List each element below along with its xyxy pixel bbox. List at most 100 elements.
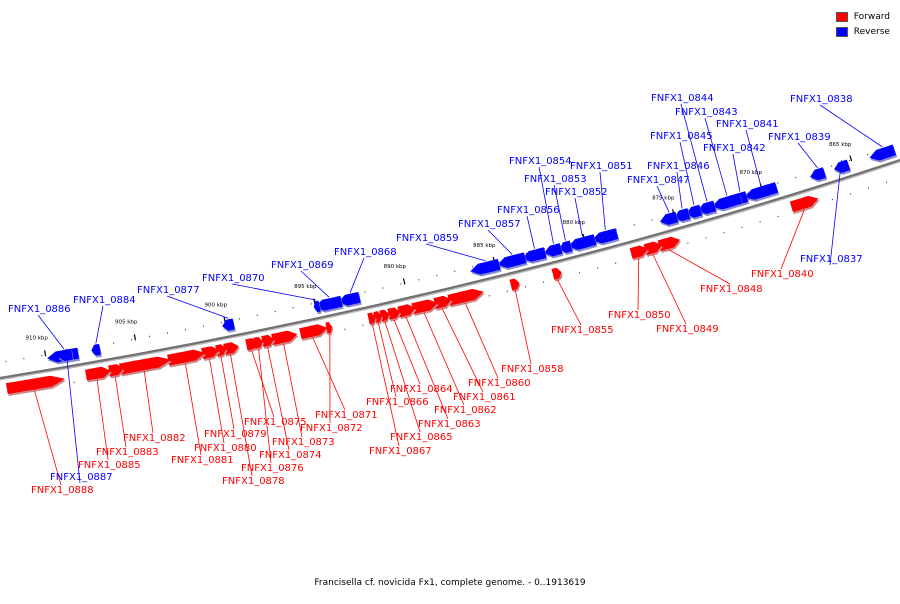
gene-fnfx1_0837[interactable] bbox=[834, 160, 851, 175]
minor-tick bbox=[436, 275, 437, 276]
gene-label[interactable]: FNFX1_0853 bbox=[524, 174, 587, 185]
minor-tick bbox=[293, 307, 294, 308]
gene-label[interactable]: FNFX1_0845 bbox=[650, 131, 713, 142]
gene-arrow[interactable] bbox=[85, 367, 111, 381]
gene-label[interactable]: FNFX1_0852 bbox=[545, 187, 608, 198]
gene-label[interactable]: FNFX1_0837 bbox=[800, 254, 863, 265]
minor-tick bbox=[74, 382, 75, 383]
gene-label[interactable]: FNFX1_0858 bbox=[501, 364, 564, 375]
gene-label[interactable]: FNFX1_0878 bbox=[222, 476, 285, 487]
gene-fnfx1_0843[interactable] bbox=[712, 193, 744, 211]
gene-label[interactable]: FNFX1_0886 bbox=[8, 304, 71, 315]
gene-label[interactable]: FNFX1_0848 bbox=[700, 284, 763, 295]
gene-fnfx1_0884[interactable] bbox=[91, 344, 102, 358]
minor-tick bbox=[652, 219, 653, 220]
gene-fnfx1_0859[interactable] bbox=[470, 259, 501, 277]
gene-fnfx1_0839[interactable] bbox=[810, 167, 827, 182]
gene-label[interactable]: FNFX1_0844 bbox=[651, 93, 714, 104]
gene-fnfx1_0854[interactable] bbox=[544, 243, 563, 258]
gene-label[interactable]: FNFX1_0860 bbox=[468, 378, 531, 389]
gene-label[interactable]: FNFX1_0864 bbox=[390, 384, 453, 395]
minor-tick bbox=[760, 221, 761, 222]
minor-tick bbox=[149, 336, 150, 337]
labels-layer: FNFX1_0837 FNFX1_0838 FNFX1_0839 FNFX1_0840… bbox=[8, 93, 863, 496]
scale-label: 885 kbp bbox=[473, 243, 496, 249]
gene-label[interactable]: FNFX1_0881 bbox=[171, 455, 234, 466]
gene-fnfx1_0885[interactable] bbox=[85, 367, 112, 383]
gene-leader-line bbox=[558, 280, 581, 325]
gene-fnfx1_0855[interactable] bbox=[552, 268, 563, 282]
gene-label[interactable]: FNFX1_0873 bbox=[272, 437, 335, 448]
gene-arrow[interactable] bbox=[91, 344, 101, 356]
gene-label[interactable]: FNFX1_0840 bbox=[751, 269, 814, 280]
gene-label[interactable]: FNFX1_0879 bbox=[204, 429, 267, 440]
minor-tick bbox=[849, 160, 850, 161]
gene-label[interactable]: FNFX1_0861 bbox=[453, 392, 516, 403]
scale-label: 890 kbp bbox=[384, 264, 407, 270]
gene-label[interactable]: FNFX1_0868 bbox=[334, 247, 397, 258]
gene-leader-line bbox=[259, 349, 271, 463]
gene-label[interactable]: FNFX1_0871 bbox=[315, 410, 378, 421]
gene-leader-line bbox=[34, 391, 61, 485]
gene-fnfx1_0873[interactable] bbox=[271, 331, 298, 347]
gene-label[interactable]: FNFX1_0885 bbox=[78, 460, 141, 471]
gene-fnfx1_0838[interactable] bbox=[869, 145, 897, 163]
gene-fnfx1_0841[interactable] bbox=[744, 182, 780, 202]
scale-label: 905 kbp bbox=[115, 320, 138, 326]
gene-label[interactable]: FNFX1_0870 bbox=[202, 273, 265, 284]
gene-fnfx1_0840[interactable] bbox=[790, 196, 820, 214]
gene-fnfx1_0857[interactable] bbox=[497, 252, 527, 270]
gene-label[interactable]: FNFX1_0865 bbox=[390, 432, 453, 443]
gene-label[interactable]: FNFX1_0859 bbox=[396, 233, 459, 244]
scale-tick bbox=[403, 279, 404, 285]
gene-label[interactable]: FNFX1_0855 bbox=[551, 325, 614, 336]
gene-label[interactable]: FNFX1_0857 bbox=[458, 219, 521, 230]
gene-label[interactable]: FNFX1_0888 bbox=[31, 485, 94, 496]
gene-leader-line bbox=[96, 306, 103, 343]
gene-fnfx1_0847[interactable] bbox=[660, 212, 680, 227]
gene-label[interactable]: FNFX1_0876 bbox=[241, 463, 304, 474]
gene-label[interactable]: FNFX1_0842 bbox=[703, 143, 766, 154]
gene-fnfx1_0882[interactable] bbox=[119, 357, 172, 377]
gene-label[interactable]: FNFX1_0883 bbox=[96, 447, 159, 458]
gene-label[interactable]: FNFX1_0851 bbox=[570, 161, 633, 172]
gene-label[interactable]: FNFX1_0875 bbox=[244, 417, 307, 428]
gene-label[interactable]: FNFX1_0882 bbox=[123, 433, 186, 444]
minor-tick bbox=[257, 315, 258, 316]
gene-label[interactable]: FNFX1_0863 bbox=[418, 419, 481, 430]
gene-fnfx1_0862[interactable] bbox=[411, 300, 438, 317]
minor-tick bbox=[344, 329, 345, 330]
gene-label[interactable]: FNFX1_0884 bbox=[73, 295, 136, 306]
gene-label[interactable]: FNFX1_0843 bbox=[675, 107, 738, 118]
gene-label[interactable]: FNFX1_0838 bbox=[790, 94, 853, 105]
gene-fnfx1_0871[interactable] bbox=[299, 324, 328, 341]
gene-fnfx1_0858[interactable] bbox=[510, 279, 521, 293]
gene-label[interactable]: FNFX1_0869 bbox=[271, 260, 334, 271]
gene-label[interactable]: FNFX1_0872 bbox=[300, 423, 363, 434]
gene-label[interactable]: FNFX1_0877 bbox=[137, 285, 200, 296]
minor-tick bbox=[185, 329, 186, 330]
minor-tick bbox=[742, 227, 743, 228]
gene-fnfx1_0888[interactable] bbox=[6, 376, 66, 396]
gene-leader-line bbox=[575, 198, 582, 236]
gene-label[interactable]: FNFX1_0862 bbox=[434, 405, 497, 416]
genome-caption: Francisella cf. novicida Fx1, complete g… bbox=[0, 578, 900, 588]
gene-fnfx1_0881[interactable] bbox=[167, 350, 206, 368]
minor-tick bbox=[239, 318, 240, 319]
gene-label[interactable]: FNFX1_0854 bbox=[509, 156, 572, 167]
gene-fnfx1_0852[interactable] bbox=[568, 234, 597, 252]
minor-tick bbox=[203, 325, 204, 326]
gene-label[interactable]: FNFX1_0850 bbox=[608, 310, 671, 321]
gene-label[interactable]: FNFX1_0839 bbox=[768, 132, 831, 143]
gene-label[interactable]: FNFX1_0866 bbox=[366, 397, 429, 408]
gene-label[interactable]: FNFX1_0846 bbox=[647, 161, 710, 172]
gene-label[interactable]: FNFX1_0867 bbox=[369, 446, 432, 457]
gene-label[interactable]: FNFX1_0847 bbox=[627, 175, 690, 186]
gene-label[interactable]: FNFX1_0841 bbox=[716, 119, 779, 130]
gene-label[interactable]: FNFX1_0849 bbox=[656, 324, 719, 335]
gene-label[interactable]: FNFX1_0887 bbox=[50, 472, 113, 483]
gene-label[interactable]: FNFX1_0874 bbox=[259, 450, 322, 461]
gene-label[interactable]: FNFX1_0856 bbox=[497, 205, 560, 216]
gene-label[interactable]: FNFX1_0880 bbox=[194, 443, 257, 454]
